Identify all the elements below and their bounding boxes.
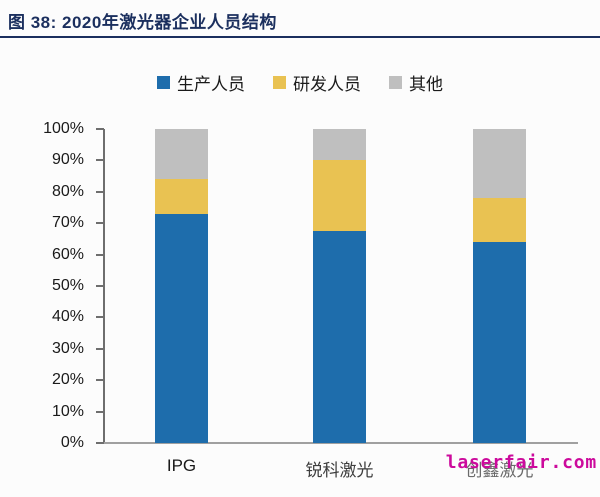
y-tick-label: 90% bbox=[51, 151, 84, 169]
bar-segment bbox=[155, 179, 208, 214]
legend-item: 研发人员 bbox=[273, 70, 361, 95]
y-tick-mark bbox=[96, 410, 104, 413]
x-category-label: IPG bbox=[166, 456, 197, 475]
bar-segment bbox=[155, 213, 208, 443]
bar-segment bbox=[313, 160, 366, 232]
legend-item: 其他 bbox=[389, 70, 443, 95]
y-tick-mark bbox=[96, 159, 104, 162]
bar-segment bbox=[155, 129, 208, 180]
y-tick-mark bbox=[96, 316, 104, 319]
y-axis-line bbox=[103, 129, 105, 443]
x-category-label: 锐科激光 bbox=[305, 461, 374, 480]
y-tick-mark bbox=[96, 222, 104, 225]
y-tick-label: 60% bbox=[51, 245, 84, 263]
y-tick-label: 70% bbox=[51, 214, 84, 232]
y-tick-label: 0% bbox=[60, 434, 84, 451]
y-tick-label: 20% bbox=[51, 371, 84, 389]
y-tick-label: 50% bbox=[51, 277, 84, 294]
stacked-bar-chart: 0% 10% 20% 30% 40% 50% 60% 70% 80% 90% 100% bbox=[0, 120, 600, 451]
title-divider bbox=[0, 36, 600, 38]
legend-label: 研发人员 bbox=[293, 75, 361, 94]
x-axis-labels: IPG 锐科激光 创鑫激光 bbox=[0, 456, 600, 480]
y-tick-mark bbox=[96, 190, 104, 193]
y-tick-mark bbox=[96, 128, 104, 130]
y-tick-label: 80% bbox=[51, 182, 84, 200]
legend-swatch-icon bbox=[273, 76, 286, 89]
chart-legend: 生产人员 研发人员 其他 bbox=[0, 70, 600, 95]
bar-segment bbox=[313, 231, 366, 443]
y-tick-mark bbox=[96, 442, 104, 444]
x-axis-line bbox=[103, 442, 578, 444]
x-category-label: 创鑫激光 bbox=[465, 461, 534, 480]
y-tick-label: 30% bbox=[51, 339, 84, 357]
legend-label: 生产人员 bbox=[177, 75, 245, 94]
legend-swatch-icon bbox=[389, 76, 402, 89]
y-tick-mark bbox=[96, 253, 104, 256]
stacked-bar bbox=[155, 129, 208, 443]
bar-segment bbox=[473, 129, 526, 199]
legend-item: 生产人员 bbox=[157, 70, 245, 95]
bar-segment bbox=[473, 242, 526, 443]
y-tick-mark bbox=[96, 347, 104, 350]
y-tick-label: 10% bbox=[51, 402, 84, 420]
legend-swatch-icon bbox=[157, 76, 170, 89]
watermark: laserfair.com bbox=[445, 452, 597, 473]
legend-label: 其他 bbox=[409, 75, 443, 94]
y-tick-mark bbox=[96, 379, 104, 382]
bar-segment bbox=[473, 198, 526, 243]
stacked-bar bbox=[473, 129, 526, 443]
stacked-bar bbox=[313, 129, 366, 443]
figure-title: 图 38: 2020年激光器企业人员结构 bbox=[8, 13, 277, 32]
y-tick-label: 100% bbox=[43, 120, 84, 137]
y-tick-mark bbox=[96, 285, 104, 287]
bar-segment bbox=[313, 129, 366, 161]
y-tick-label: 40% bbox=[51, 308, 84, 326]
